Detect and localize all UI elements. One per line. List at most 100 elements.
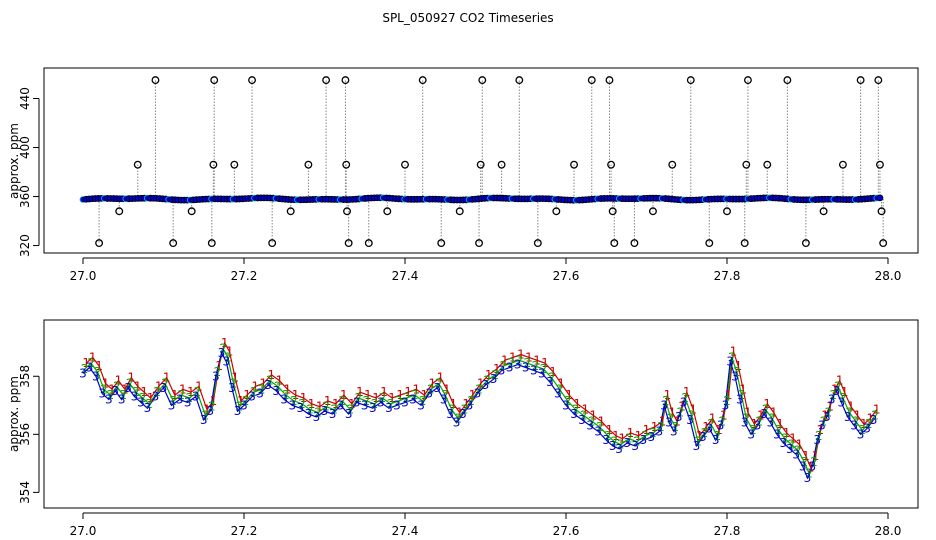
series-2-marker: 2 bbox=[403, 391, 411, 405]
series-3-marker: 3 bbox=[747, 427, 755, 441]
series-1-marker: 1 bbox=[155, 379, 163, 393]
outlier-point bbox=[515, 76, 524, 85]
series-1-marker: 1 bbox=[179, 382, 187, 396]
outlier-point bbox=[341, 76, 350, 85]
series-3-marker: 3 bbox=[79, 366, 87, 380]
panel-top-axes: 27.0 27.2 27.4 27.6 27.8 28.0 320 360 400 440 bbox=[18, 87, 901, 283]
series-1-marker: 1 bbox=[364, 388, 372, 402]
series-1-marker: 1 bbox=[763, 397, 771, 411]
series-1-marker: 1 bbox=[776, 417, 784, 431]
series-2-marker: 2 bbox=[290, 394, 298, 408]
series-3-marker: 3 bbox=[124, 381, 132, 395]
outlier-point bbox=[763, 160, 772, 169]
series-3-marker: 3 bbox=[665, 416, 673, 430]
panel-top-y-tick-label: 440 bbox=[18, 87, 32, 110]
series-3-marker: 3 bbox=[717, 419, 725, 433]
series-1-marker: 1 bbox=[203, 403, 211, 417]
series-1-marker: 1 bbox=[770, 406, 778, 420]
outlier-point bbox=[801, 239, 810, 248]
panel-bottom-x-tick-label: 27.2 bbox=[231, 524, 258, 538]
series-3-marker: 3 bbox=[562, 398, 570, 412]
series-1-marker: 1 bbox=[606, 423, 614, 437]
series-2-marker: 2 bbox=[788, 437, 796, 451]
series-1-marker: 1 bbox=[231, 371, 239, 385]
series-2-marker: 2 bbox=[119, 388, 127, 402]
outlier-point bbox=[478, 76, 487, 85]
series-3-marker: 3 bbox=[393, 398, 401, 412]
outlier-point bbox=[475, 239, 484, 248]
series-2-marker: 2 bbox=[762, 403, 770, 417]
series-3-marker: 3 bbox=[440, 392, 448, 406]
series-1-marker: 1 bbox=[210, 394, 218, 408]
series-1-marker: 1 bbox=[437, 371, 445, 385]
series-2-marker: 2 bbox=[723, 394, 731, 408]
series-3-marker: 3 bbox=[313, 410, 321, 424]
series-2-marker: 2 bbox=[617, 437, 625, 451]
panel-top-frame bbox=[43, 67, 919, 254]
outlier-point bbox=[856, 76, 865, 85]
series-3-marker: 3 bbox=[176, 392, 184, 406]
series-3-marker: 3 bbox=[699, 430, 707, 444]
series-2-marker: 2 bbox=[810, 455, 818, 469]
series-2-marker: 2 bbox=[230, 377, 238, 391]
series-2-marker: 2 bbox=[852, 414, 860, 428]
outlier-point bbox=[783, 76, 792, 85]
series-3-marker: 3 bbox=[712, 433, 720, 447]
series-3-marker: 3 bbox=[631, 439, 639, 453]
series-1-marker: 1 bbox=[226, 345, 234, 359]
series-1-marker: 1 bbox=[612, 429, 620, 443]
series-3-marker: 3 bbox=[490, 372, 498, 386]
outlier-point bbox=[133, 160, 142, 169]
series-3-marker: 3 bbox=[417, 398, 425, 412]
series-2-marker: 2 bbox=[94, 365, 102, 379]
series-2-marker: 2 bbox=[427, 382, 435, 396]
panel-bottom-axes: 27.0 27.2 27.4 27.6 27.8 28.0 354 356 358 bbox=[18, 365, 901, 538]
series-1-marker: 1 bbox=[372, 391, 380, 405]
series-1-marker: 1 bbox=[95, 359, 103, 373]
outlier-point bbox=[418, 76, 427, 85]
series-3-marker: 3 bbox=[693, 439, 701, 453]
series-1-marker: 1 bbox=[635, 429, 643, 443]
series-2-marker: 2 bbox=[126, 377, 134, 391]
series-2-marker: 2 bbox=[775, 423, 783, 437]
series-2-marker: 2 bbox=[805, 467, 813, 481]
series-1-marker: 1 bbox=[171, 388, 179, 402]
series-1-marker: 1 bbox=[802, 449, 810, 463]
series-1-marker: 1 bbox=[739, 382, 747, 396]
series-3-marker: 3 bbox=[453, 416, 461, 430]
series-1-marker: 1 bbox=[501, 353, 509, 367]
series-2-marker: 2 bbox=[781, 432, 789, 446]
series-3-marker: 3 bbox=[377, 395, 385, 409]
series-2-marker: 2 bbox=[524, 356, 532, 370]
outlier-point bbox=[344, 239, 353, 248]
series-3-marker: 3 bbox=[570, 407, 578, 421]
series-1-marker: 1 bbox=[873, 403, 881, 417]
series-1-marker: 1 bbox=[725, 388, 733, 402]
panel-bottom: approx. ppm 27.0 27.2 27.4 27.6 27.8 28.0 354 3… bbox=[7, 319, 919, 538]
series-2-marker: 2 bbox=[379, 391, 387, 405]
outlier-point bbox=[570, 160, 578, 169]
series-1-marker: 1 bbox=[404, 385, 412, 399]
series-2-marker: 2 bbox=[572, 403, 580, 417]
series-2-marker: 2 bbox=[224, 350, 232, 364]
series-3-marker: 3 bbox=[506, 361, 514, 375]
series-2-marker: 2 bbox=[371, 397, 379, 411]
outlier-point bbox=[207, 239, 216, 248]
series-1-marker: 1 bbox=[565, 388, 573, 402]
outlier-point bbox=[497, 160, 506, 169]
series-1-marker: 1 bbox=[268, 368, 276, 382]
series-1-marker: 1 bbox=[89, 350, 97, 364]
outlier-point bbox=[879, 239, 888, 248]
series-3-marker: 3 bbox=[656, 424, 664, 438]
series-3-marker: 3 bbox=[594, 424, 602, 438]
series-3-marker: 3 bbox=[474, 387, 482, 401]
outlier-point bbox=[210, 76, 219, 85]
series-3-marker: 3 bbox=[726, 355, 734, 369]
series-1-marker: 1 bbox=[689, 403, 697, 417]
figure-title: SPL_050927 CO2 Timeseries bbox=[382, 11, 553, 25]
series-1-marker: 1 bbox=[751, 417, 759, 431]
panel-bottom-x-tick-label: 27.4 bbox=[392, 524, 419, 538]
series-3-marker: 3 bbox=[648, 430, 656, 444]
series-2-marker: 2 bbox=[749, 423, 757, 437]
